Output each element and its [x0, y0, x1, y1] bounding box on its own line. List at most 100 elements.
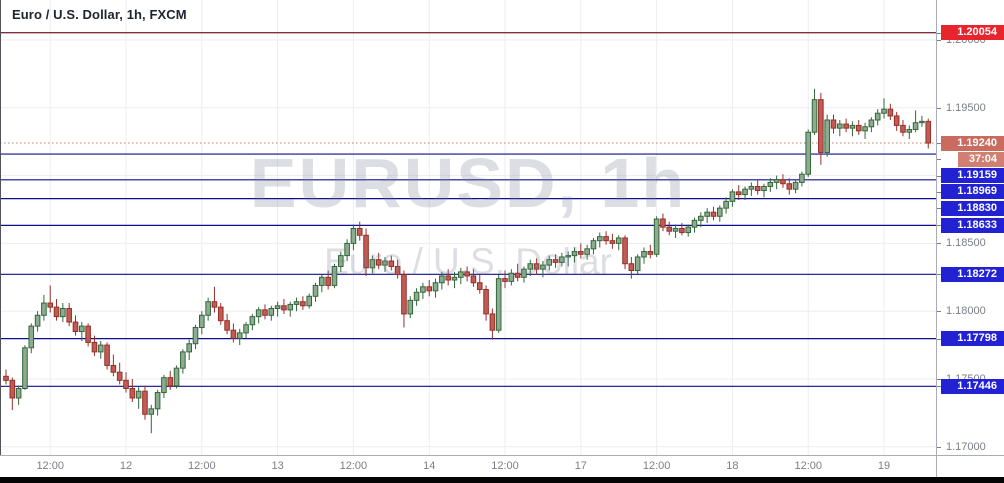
alert-price-label: 1.20054 — [941, 25, 1004, 41]
candle — [123, 372, 129, 393]
candle — [451, 271, 458, 289]
candle — [236, 328, 243, 346]
time-label: 12:00 — [339, 460, 368, 472]
candle — [15, 385, 22, 405]
candle — [767, 178, 774, 192]
level-price-label: 1.19159 — [941, 168, 1004, 184]
candle — [205, 297, 211, 321]
price-tick: 1.17000 — [936, 440, 1004, 454]
candle — [382, 256, 388, 272]
candle — [173, 365, 180, 389]
candle — [161, 374, 167, 398]
candle — [514, 263, 521, 282]
candle — [925, 118, 932, 149]
candle — [85, 323, 91, 347]
time-axis[interactable]: 12:00 12 12:00 13 12:00 14 12:00 17 12:00 18 12:00… — [0, 456, 1004, 477]
candle — [837, 120, 843, 137]
candle — [135, 387, 142, 409]
candle — [243, 322, 249, 339]
candle — [41, 294, 47, 321]
candle — [849, 121, 856, 137]
candle — [363, 228, 369, 276]
time-label: 19 — [877, 460, 891, 472]
candle — [211, 286, 218, 313]
candle — [388, 255, 395, 271]
candle — [628, 256, 635, 279]
candle — [319, 274, 325, 293]
candle — [634, 254, 641, 275]
candle — [148, 404, 155, 434]
price-chart-pane[interactable]: EURUSD, 1h Euro / U.S. Dollar Euro / U.S… — [0, 0, 936, 455]
candle — [97, 341, 104, 359]
label-tick — [936, 143, 941, 145]
candle — [830, 114, 837, 134]
candle — [691, 217, 698, 233]
time-axis-separator — [0, 455, 1004, 456]
candle — [565, 251, 571, 267]
chart-legend-title[interactable]: Euro / U.S. Dollar, 1h, FXCM — [12, 7, 187, 22]
candle — [729, 189, 736, 207]
candle — [546, 255, 553, 271]
candle — [855, 120, 862, 135]
candle — [571, 247, 578, 263]
candle — [710, 206, 717, 221]
label-tick — [936, 338, 941, 340]
candle — [559, 252, 565, 267]
candle — [66, 303, 72, 327]
bottom-border-bar — [0, 477, 1004, 483]
candle — [615, 235, 622, 251]
candle — [641, 247, 647, 264]
candle — [874, 109, 881, 126]
price-axis-separator — [936, 0, 937, 477]
candle — [919, 115, 925, 127]
candle — [268, 305, 275, 321]
candle — [47, 285, 54, 313]
candle — [824, 114, 830, 157]
candle — [906, 125, 913, 139]
candle — [445, 269, 451, 286]
candle — [325, 270, 331, 290]
candle — [199, 311, 205, 335]
bar-countdown-label: 37:04 — [958, 151, 1004, 167]
candle — [217, 303, 224, 325]
label-tick — [936, 225, 941, 227]
candle — [9, 377, 16, 411]
candle — [811, 88, 818, 135]
candle — [660, 213, 666, 232]
candle — [154, 389, 161, 416]
candle — [912, 110, 919, 133]
time-label: 18 — [726, 460, 739, 472]
candle — [129, 379, 136, 403]
candle — [401, 270, 407, 328]
candle — [79, 322, 85, 342]
candle — [900, 120, 906, 137]
level-price-label: 1.18272 — [941, 266, 1004, 282]
candle — [754, 179, 761, 195]
candle — [255, 307, 262, 324]
candle — [394, 259, 401, 279]
time-label: 12:00 — [642, 460, 671, 472]
price-axis[interactable]: 1.200001.195001.190001.185001.180001.175… — [936, 0, 1004, 477]
candle — [407, 296, 414, 318]
candle — [331, 263, 338, 289]
candle — [413, 288, 420, 306]
candlestick-chart[interactable] — [0, 0, 936, 455]
candle — [180, 349, 186, 374]
candle — [603, 231, 609, 245]
candle — [3, 369, 9, 385]
label-tick — [936, 191, 941, 193]
candle — [805, 129, 812, 177]
candle — [893, 111, 900, 131]
candle — [483, 285, 489, 321]
candle — [716, 205, 723, 222]
candle — [142, 385, 148, 420]
candle — [521, 266, 527, 283]
label-tick — [936, 32, 941, 34]
candle — [287, 301, 294, 317]
time-label: 12:00 — [794, 460, 822, 472]
candle — [881, 98, 887, 119]
candle — [34, 311, 41, 332]
candle — [868, 117, 875, 133]
candle — [281, 298, 287, 314]
candle — [786, 178, 793, 195]
